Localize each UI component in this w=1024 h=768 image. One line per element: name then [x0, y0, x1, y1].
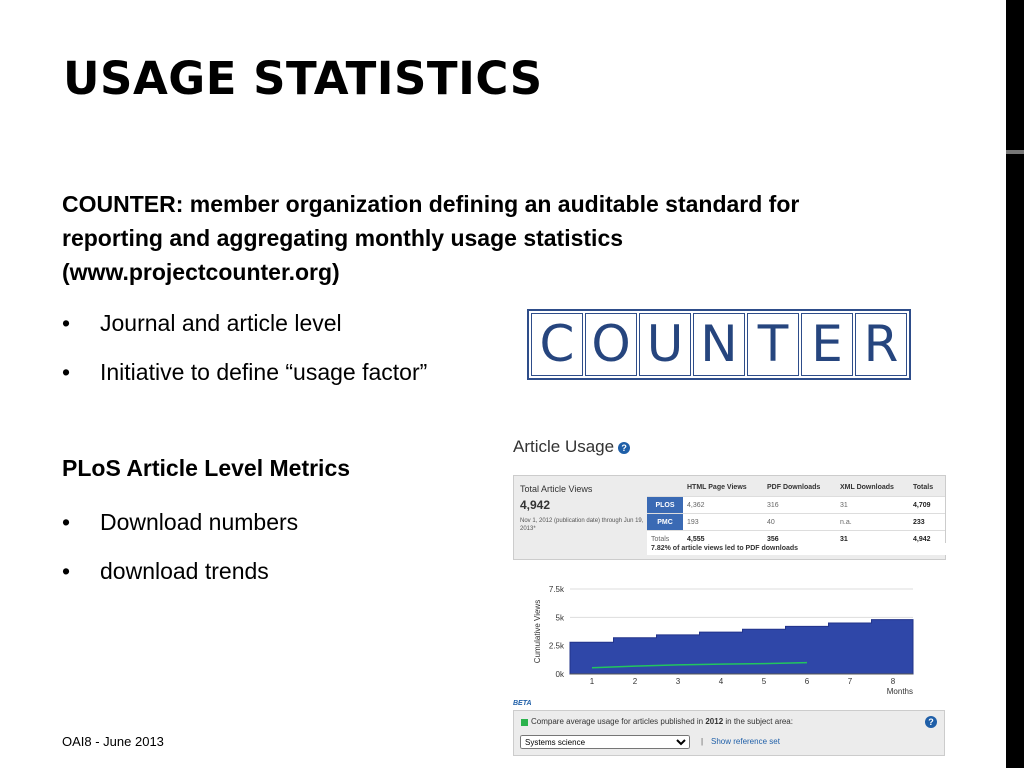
- help-icon[interactable]: ?: [618, 441, 631, 454]
- table-cell: 193: [683, 513, 763, 531]
- bullet-list-plos: • Download numbers • download trends: [62, 507, 298, 605]
- x-axis-label: Months: [887, 687, 913, 696]
- subject-area-select[interactable]: Systems science: [520, 735, 690, 749]
- table-row: Totals 4,555 356 31 4,942: [647, 530, 945, 547]
- y-tick-label: 5k: [556, 613, 565, 622]
- x-tick-label: 3: [676, 677, 681, 686]
- compare-panel: Compare average usage for articles publi…: [513, 710, 945, 756]
- table-cell: n.a.: [836, 513, 909, 531]
- table-cell: 4,942: [909, 530, 945, 547]
- section-heading-plos: PLoS Article Level Metrics: [62, 455, 351, 481]
- slide-title: USAGE STATISTICS: [63, 52, 543, 105]
- table-row: PMC 193 40 n.a. 233: [647, 513, 945, 531]
- date-range: Nov 1, 2012 (publication date) through J…: [520, 518, 644, 532]
- counter-logo: C O U N T E R: [527, 309, 911, 380]
- x-tick-label: 4: [719, 677, 724, 686]
- table-cell: 31: [836, 530, 909, 547]
- column-header: Totals: [909, 478, 945, 497]
- table-cell: 233: [909, 513, 945, 531]
- table-cell: 4,555: [683, 530, 763, 547]
- y-axis-label: Cumulative Views: [533, 600, 542, 663]
- article-usage-panel: Total Article Views 4,942 Nov 1, 2012 (p…: [513, 475, 946, 560]
- slide-edge-bar: [1006, 0, 1024, 768]
- cumulative-area: [569, 619, 914, 675]
- footer-text: OAI8 - June 2013: [62, 734, 164, 749]
- table-cell: 31: [836, 496, 909, 514]
- column-header: PDF Downloads: [763, 478, 836, 497]
- column-header: XML Downloads: [836, 478, 909, 497]
- y-tick-label: 0k: [556, 670, 565, 679]
- checkbox-icon[interactable]: [521, 719, 528, 726]
- usage-table: HTML Page Views PDF Downloads XML Downlo…: [647, 478, 945, 547]
- table-header-row: HTML Page Views PDF Downloads XML Downlo…: [647, 478, 945, 497]
- column-header: HTML Page Views: [683, 478, 763, 497]
- table-row: PLOS 4,362 316 31 4,709: [647, 496, 945, 514]
- x-tick-label: 7: [848, 677, 853, 686]
- table-cell: 316: [763, 496, 836, 514]
- intro-text: COUNTER: member organization defining an…: [62, 191, 800, 285]
- x-tick-label: 6: [805, 677, 810, 686]
- comparison-line: [591, 661, 808, 669]
- column-header: [647, 478, 683, 497]
- total-views-value: 4,942: [520, 498, 551, 512]
- show-reference-set-link[interactable]: Show reference set: [711, 737, 780, 746]
- list-item: • Journal and article level: [62, 310, 342, 336]
- table-cell: 4,709: [909, 496, 945, 514]
- table-cell: 356: [763, 530, 836, 547]
- pdf-ratio-note: 7.82% of article views led to PDF downlo…: [647, 543, 946, 555]
- logo-letter: E: [801, 313, 853, 376]
- y-tick-label: 7.5k: [549, 585, 565, 594]
- edge-notch: [1006, 150, 1024, 154]
- x-tick-label: 1: [590, 677, 595, 686]
- x-tick-label: 2: [633, 677, 638, 686]
- y-tick-label: 2.5k: [549, 642, 565, 651]
- logo-letter: N: [693, 313, 745, 376]
- totals-label: Totals: [647, 530, 683, 547]
- logo-letter: R: [855, 313, 907, 376]
- table-cell: 40: [763, 513, 836, 531]
- compare-text: Compare average usage for articles publi…: [531, 717, 793, 726]
- help-icon[interactable]: ?: [925, 716, 937, 728]
- x-tick-label: 8: [891, 677, 896, 686]
- list-item: • Initiative to define “usage factor”: [62, 359, 428, 385]
- logo-letter: O: [585, 313, 637, 376]
- logo-letter: U: [639, 313, 691, 376]
- total-views-block: Total Article Views 4,942 Nov 1, 2012 (p…: [520, 484, 650, 533]
- list-item: • Download numbers: [62, 509, 299, 535]
- bullet-list-counter: • Journal and article level • Initiative t…: [62, 308, 427, 406]
- logo-letter: C: [531, 313, 583, 376]
- table-cell: 4,362: [683, 496, 763, 514]
- source-label: PLOS: [647, 496, 683, 514]
- total-views-label: Total Article Views: [520, 484, 593, 494]
- x-tick-label: 5: [762, 677, 767, 686]
- article-usage-title: Article Usage?: [513, 437, 631, 457]
- separator: |: [701, 737, 704, 746]
- list-item: • download trends: [62, 558, 269, 584]
- logo-letter: T: [747, 313, 799, 376]
- source-label: PMC: [647, 513, 683, 531]
- beta-badge: BETA: [513, 700, 532, 707]
